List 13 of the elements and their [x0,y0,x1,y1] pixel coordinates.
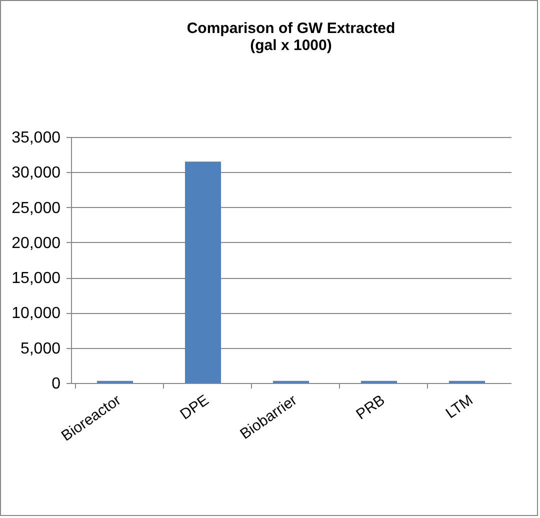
y-tick-label: 20,000 [12,234,61,252]
y-tick-label: 30,000 [12,164,61,182]
y-tick-label: 5,000 [20,340,61,358]
y-tick-label: 10,000 [12,305,61,322]
y-tick-label: 35,000 [12,130,61,146]
x-tick-label: DPE [177,392,212,424]
text: Comparison of GW Extracted [186,20,396,37]
y-tick-label: 0 [52,376,61,392]
y-tick-label: 25,000 [12,200,61,217]
x-tick-label: LTM [442,392,476,422]
y-tick-label: 15,000 [12,270,61,288]
x-tick-label: PRB [353,392,388,424]
text: (gal x 1000) [250,37,332,54]
